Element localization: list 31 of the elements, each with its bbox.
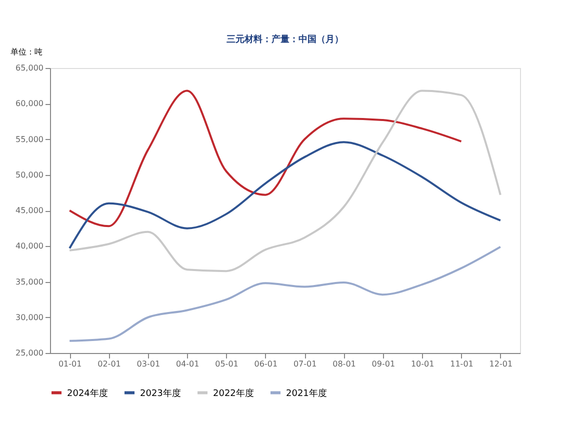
y-tick-label: 40,000	[16, 242, 44, 251]
y-axis-title: 单位：吨	[10, 48, 42, 56]
x-tick-label: 02-01	[98, 360, 121, 368]
legend-label: 2023年度	[140, 388, 181, 399]
line-series	[68, 90, 502, 272]
x-tick-label: 05-01	[215, 360, 238, 368]
legend-label: 2024年度	[67, 388, 108, 399]
line-series	[68, 141, 502, 250]
x-tick-label: 01-01	[58, 360, 82, 368]
y-tick-label: 65,000	[16, 64, 44, 72]
y-tick-label: 60,000	[16, 99, 44, 108]
y-tick-label: 25,000	[16, 348, 44, 358]
y-tick-label: 50,000	[16, 170, 44, 180]
x-tick-label: 03-01	[136, 360, 160, 368]
line-series	[68, 246, 502, 342]
y-tick-label: 30,000	[16, 312, 44, 322]
x-tick-label: 12-01	[489, 360, 513, 368]
line-series	[68, 90, 462, 228]
x-tick-label: 07-01	[293, 360, 317, 368]
x-tick-label: 08-01	[332, 360, 356, 368]
x-tick-label: 06-01	[254, 360, 278, 368]
x-tick-label: 10-01	[410, 360, 434, 368]
chart-title: 三元材料：产量：中国（月）	[226, 34, 344, 45]
x-tick-label: 09-01	[372, 360, 396, 368]
legend-label: 2022年度	[213, 388, 254, 399]
legend-label: 2021年度	[286, 388, 327, 399]
y-tick-label: 45,000	[16, 206, 44, 215]
x-tick-label: 11-01	[450, 360, 474, 368]
y-tick-label: 35,000	[16, 277, 44, 286]
y-tick-label: 55,000	[16, 134, 44, 144]
x-tick-label: 04-01	[176, 360, 200, 368]
